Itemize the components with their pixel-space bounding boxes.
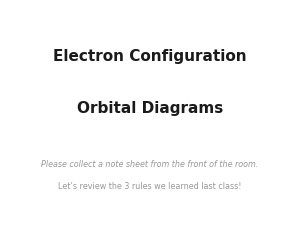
Text: Please collect a note sheet from the front of the room.: Please collect a note sheet from the fro… <box>41 160 259 169</box>
Text: Orbital Diagrams: Orbital Diagrams <box>77 101 223 115</box>
Text: Electron Configuration: Electron Configuration <box>53 49 247 64</box>
Text: Let’s review the 3 rules we learned last class!: Let’s review the 3 rules we learned last… <box>58 182 242 191</box>
